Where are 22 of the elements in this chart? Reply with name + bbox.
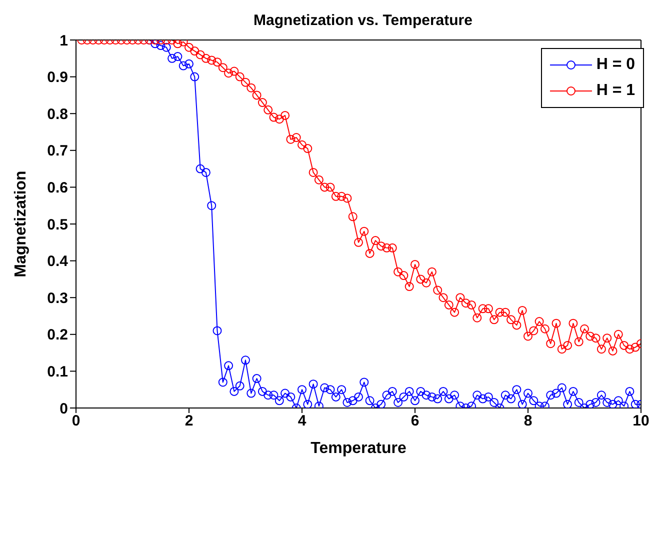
y-tick-label: 0.2 [47, 326, 68, 344]
x-tick-label: 10 [632, 412, 650, 430]
y-axis-title: Magnetization [12, 170, 30, 278]
y-tick-label: 0.8 [47, 106, 68, 123]
legend-label: H = 1 [596, 82, 635, 100]
y-tick-label: 0.4 [47, 253, 69, 270]
y-tick-label: 0.1 [47, 364, 68, 381]
y-tick-label: 0 [60, 400, 68, 418]
x-axis-title: Temperature [310, 440, 406, 457]
y-tick-label: 0.7 [47, 142, 68, 160]
x-tick-label: 6 [410, 412, 420, 430]
x-tick-label: 2 [184, 412, 194, 430]
y-tick-label: 0.9 [47, 69, 68, 86]
x-tick-label: 4 [298, 412, 307, 430]
x-tick-label: 0 [72, 412, 80, 430]
chart-title: Magnetization vs. Temperature [252, 12, 474, 29]
y-tick-label: 0.6 [47, 180, 68, 197]
y-tick-label: 0.5 [47, 216, 68, 234]
y-tick-label: 1 [60, 32, 68, 50]
x-tick-label: 8 [524, 412, 532, 430]
legend-label: H = 0 [596, 56, 635, 74]
y-tick-label: 0.3 [47, 290, 68, 307]
